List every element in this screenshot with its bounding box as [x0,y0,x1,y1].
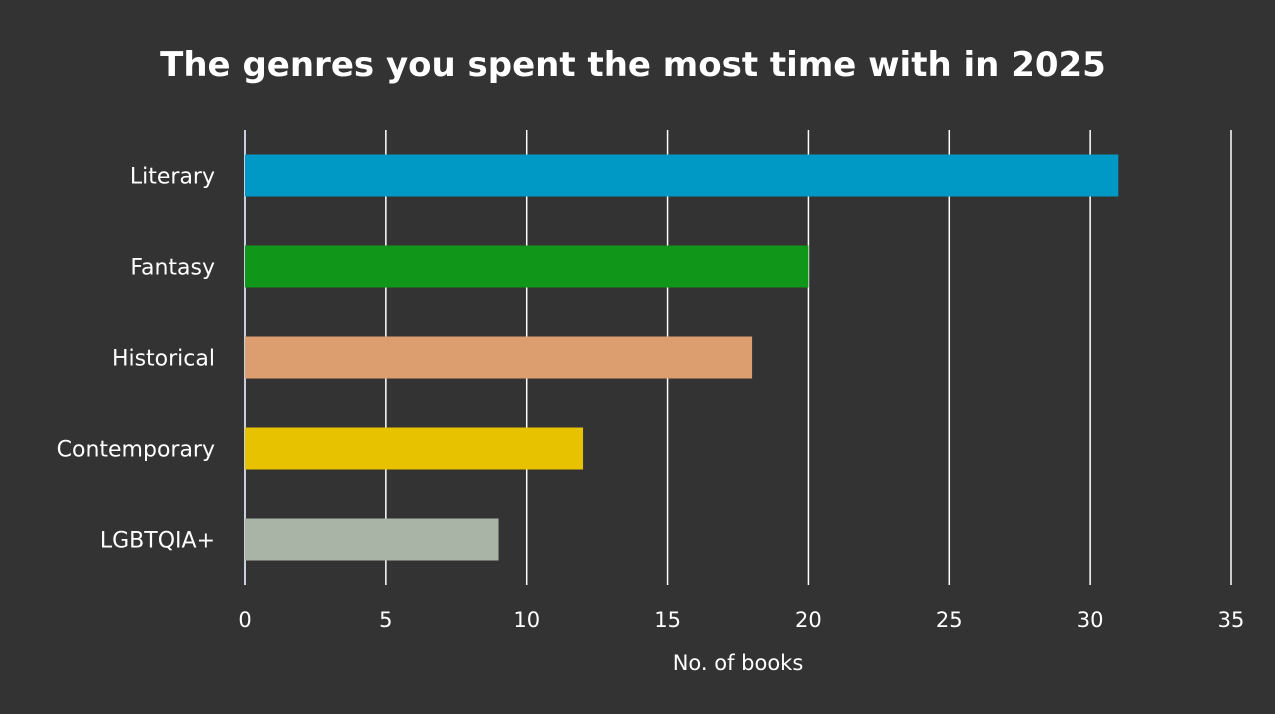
x-tick-label-30: 30 [1077,608,1104,632]
bar-contemporary [245,427,584,470]
bar-literary [245,154,1119,197]
bar-lgbtqia [245,518,499,561]
x-tick-label-10: 10 [513,608,540,632]
category-label-lgbtqia: LGBTQIA+ [100,529,215,554]
x-tick-label-35: 35 [1218,608,1245,632]
x-tick-label-20: 20 [795,608,822,632]
x-tick-label-15: 15 [654,608,681,632]
category-label-literary: Literary [130,165,215,190]
x-tick-label-25: 25 [936,608,963,632]
x-tick-label-0: 0 [238,608,251,632]
x-tick-label-5: 5 [379,608,392,632]
category-labels: Literary Fantasy Historical Contemporary LGB… [57,165,215,554]
x-tick-labels: 0 5 10 15 20 25 30 35 [238,608,1244,632]
category-label-historical: Historical [112,347,215,372]
category-label-contemporary: Contemporary [57,438,215,463]
bar-fantasy [245,245,809,288]
category-label-fantasy: Fantasy [130,256,215,281]
bar-historical [245,336,753,379]
chart-title: The genres you spent the most time with … [160,45,1106,85]
bars [245,154,1119,561]
x-axis-label: No. of books [673,651,804,675]
